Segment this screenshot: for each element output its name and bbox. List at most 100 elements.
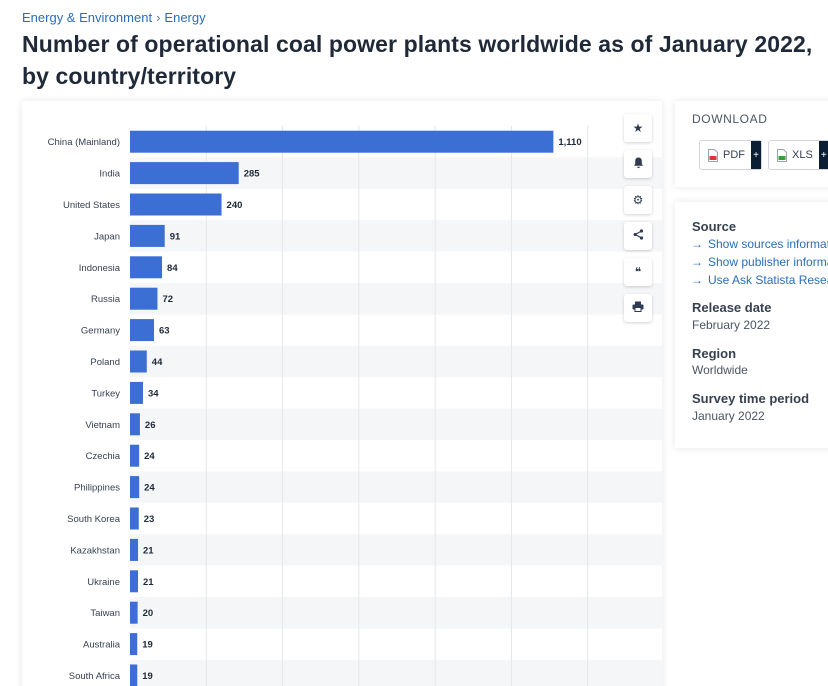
print-icon	[632, 301, 644, 315]
data-label: 19	[142, 671, 153, 682]
data-label: 72	[162, 294, 173, 305]
data-label: 21	[143, 545, 154, 556]
data-label: 24	[144, 483, 155, 494]
chart-toolbar: ★ ⚙ ❝	[624, 114, 654, 330]
data-label: 24	[144, 451, 155, 462]
download-panel: DOWNLOAD PDF + XLS +	[675, 101, 828, 187]
bar-united-states[interactable]	[130, 193, 222, 216]
pdf-plus-icon: +	[751, 141, 761, 169]
bar-taiwan[interactable]	[130, 601, 138, 624]
row-band	[130, 345, 662, 378]
data-label: 44	[152, 357, 163, 368]
share-button[interactable]	[624, 222, 652, 250]
bar-russia[interactable]	[130, 287, 158, 310]
row-band	[130, 659, 662, 686]
data-label: 91	[170, 231, 181, 242]
region-value: Worldwide	[692, 363, 748, 377]
category-label: India	[99, 169, 120, 180]
xls-label: XLS	[792, 149, 813, 161]
star-icon: ★	[632, 121, 644, 135]
release-date-heading: Release date	[692, 300, 772, 315]
bar-south-africa[interactable]	[130, 664, 138, 686]
page-title: Number of operational coal power plants …	[22, 31, 813, 89]
category-label: Kazakhstan	[70, 545, 120, 556]
bar-australia[interactable]	[130, 633, 138, 656]
category-label: Turkey	[91, 388, 120, 399]
bar-ukraine[interactable]	[130, 570, 139, 593]
arrow-right-icon: →	[691, 273, 703, 287]
bar-chart: China (Mainland) 1,110 India 285 United Stat…	[48, 126, 662, 686]
favorite-button[interactable]: ★	[624, 114, 652, 142]
pdf-label: PDF	[723, 149, 745, 161]
bell-icon	[633, 157, 644, 172]
data-label: 285	[244, 169, 261, 180]
share-icon	[633, 229, 644, 243]
bar-vietnam[interactable]	[130, 413, 140, 436]
download-xls-button[interactable]: XLS +	[768, 140, 828, 170]
arrow-right-icon: →	[691, 255, 703, 269]
data-label: 20	[143, 608, 154, 619]
category-label: Czechia	[86, 451, 121, 462]
category-label: Indonesia	[79, 263, 121, 274]
data-label: 26	[145, 420, 156, 431]
row-band	[130, 283, 662, 315]
ask-statista-link[interactable]: →Use Ask Statista Research Service	[691, 273, 828, 287]
survey-period-value: January 2022	[692, 409, 765, 423]
notification-button[interactable]	[624, 150, 652, 178]
breadcrumb-subcategory-link[interactable]: Energy	[164, 10, 206, 25]
bar-indonesia[interactable]	[130, 256, 163, 279]
bar-india[interactable]	[130, 162, 239, 185]
bar-germany[interactable]	[130, 319, 155, 342]
xls-plus-icon: +	[818, 141, 828, 169]
data-label: 23	[144, 514, 155, 525]
row-band	[130, 471, 662, 503]
bar-philippines[interactable]	[130, 476, 140, 499]
breadcrumb-category-link[interactable]: Energy & Environment	[22, 10, 153, 25]
row-band	[130, 597, 662, 629]
bar-japan[interactable]	[130, 224, 165, 247]
pdf-file-icon	[708, 148, 718, 162]
data-label: 34	[148, 388, 159, 399]
show-publisher-link[interactable]: →Show publisher information	[691, 255, 828, 269]
data-label: 1,110	[558, 137, 581, 148]
category-label: United States	[63, 200, 120, 211]
category-label: China (Mainland)	[48, 137, 120, 148]
arrow-right-icon: →	[691, 237, 703, 251]
data-label: 19	[142, 640, 153, 651]
bar-south-korea[interactable]	[130, 507, 139, 530]
data-label: 240	[227, 200, 243, 211]
settings-button[interactable]: ⚙	[624, 186, 652, 214]
category-label: Poland	[90, 357, 120, 368]
bar-turkey[interactable]	[130, 381, 143, 404]
category-label: South Korea	[67, 514, 121, 525]
region-heading: Region	[692, 346, 737, 361]
download-pdf-button[interactable]: PDF +	[699, 140, 762, 170]
download-title: DOWNLOAD	[692, 112, 768, 126]
category-label: Germany	[81, 326, 120, 337]
source-heading: Source	[692, 219, 737, 234]
statistic-info-panel: Source →Show sources information →Show p…	[675, 202, 828, 448]
data-label: 21	[143, 577, 154, 588]
chart-card: China (Mainland) 1,110 India 285 United Stat…	[22, 101, 662, 686]
category-label: Philippines	[74, 483, 120, 494]
breadcrumb: Energy & Environment › Energy	[22, 10, 206, 25]
quote-icon: ❝	[634, 265, 642, 279]
category-label: Ukraine	[87, 577, 120, 588]
row-band	[130, 408, 662, 440]
category-label: Vietnam	[85, 420, 120, 431]
data-label: 63	[159, 326, 170, 337]
print-button[interactable]	[624, 294, 652, 322]
breadcrumb-separator: ›	[156, 10, 161, 25]
category-label: Russia	[91, 294, 121, 305]
row-band	[130, 534, 662, 566]
survey-period-heading: Survey time period	[692, 391, 810, 406]
category-label: Australia	[83, 640, 121, 651]
row-band	[130, 220, 662, 252]
show-sources-link[interactable]: →Show sources information	[691, 237, 828, 251]
cite-button[interactable]: ❝	[624, 258, 652, 286]
data-label: 84	[167, 263, 178, 274]
bar-poland[interactable]	[130, 350, 147, 373]
bar-czechia[interactable]	[130, 444, 140, 467]
bar-kazakhstan[interactable]	[130, 538, 139, 561]
bar-china-mainland[interactable]	[130, 130, 554, 153]
